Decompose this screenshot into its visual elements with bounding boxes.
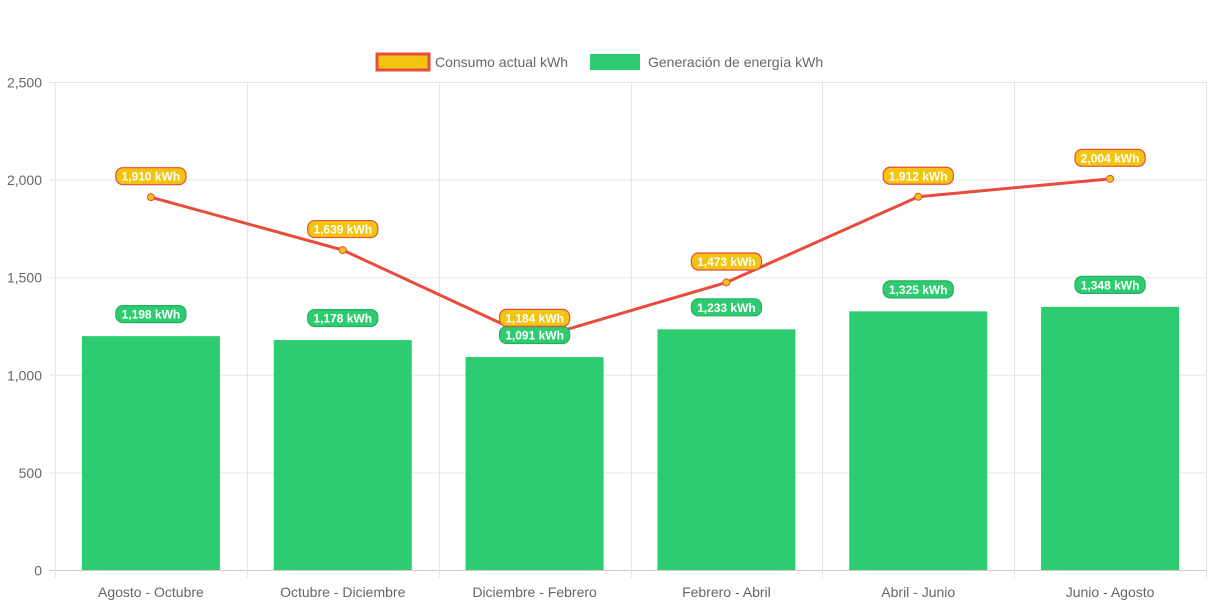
data-label-bg — [882, 166, 954, 185]
x-tick-label: Abril - Junio — [881, 584, 955, 600]
x-tick-label: Octubre - Diciembre — [280, 584, 405, 600]
bar[interactable] — [273, 340, 412, 570]
data-label-bg — [882, 280, 954, 299]
y-tick-label: 1,000 — [7, 367, 42, 383]
series-line — [150, 177, 1111, 341]
bar[interactable] — [81, 336, 220, 570]
data-label-bg — [498, 308, 571, 327]
line-point[interactable] — [146, 193, 155, 202]
data-label: 2,004 kWh — [1081, 151, 1140, 165]
data-label: 1,178 kWh — [313, 312, 372, 326]
x-tick-label: Agosto - Octubre — [98, 584, 204, 600]
data-label-bg — [307, 219, 379, 239]
data-label: 1,325 kWh — [889, 283, 948, 297]
data-label: 1,639 kWh — [313, 223, 372, 237]
legend-item-generacion[interactable]: Generación de energía kWh — [590, 54, 823, 70]
data-label: 1,910 kWh — [122, 170, 181, 184]
data-label: 1,091 kWh — [505, 329, 564, 343]
legend-label-consumo: Consumo actual kWh — [435, 54, 568, 70]
data-label: 1,348 kWh — [1081, 278, 1140, 292]
line-point[interactable] — [722, 278, 731, 287]
x-tick-label: Febrero - Abril — [682, 584, 771, 600]
bar[interactable] — [465, 357, 604, 570]
data-label-bg — [690, 298, 763, 317]
x-tick-label: Junio - Agosto — [1066, 584, 1155, 600]
line-point[interactable] — [1106, 174, 1115, 183]
data-label-bg — [307, 308, 379, 328]
y-tick-label: 2,500 — [7, 75, 42, 91]
data-label: 1,198 kWh — [122, 308, 181, 322]
data-label: 1,184 kWh — [505, 311, 564, 325]
y-tick-label: 2,000 — [7, 172, 42, 188]
y-tick-label: 1,500 — [7, 270, 42, 286]
legend-item-consumo[interactable]: Consumo actual kWh — [375, 52, 568, 72]
line-point[interactable] — [914, 192, 923, 201]
data-label: 1,473 kWh — [697, 255, 756, 269]
data-label-bg — [115, 305, 187, 324]
data-label: 1,233 kWh — [697, 301, 756, 315]
legend: Consumo actual kWh Generación de energía… — [375, 52, 823, 72]
data-label-bg — [690, 252, 763, 271]
line-point[interactable] — [338, 246, 347, 255]
bar[interactable] — [849, 311, 988, 570]
bar[interactable] — [657, 329, 796, 570]
legend-swatch-generacion — [590, 54, 640, 70]
data-label-bg — [1074, 275, 1146, 294]
bar[interactable] — [1041, 306, 1180, 570]
x-tick-label: Diciembre - Febrero — [472, 584, 597, 600]
data-label-bg — [115, 167, 187, 186]
data-label-bg — [1074, 148, 1146, 167]
y-tick-label: 0 — [34, 563, 42, 579]
legend-swatch-consumo — [375, 52, 431, 72]
legend-label-generacion: Generación de energía kWh — [648, 54, 823, 70]
y-tick-label: 500 — [19, 465, 43, 481]
data-label: 1,912 kWh — [889, 169, 948, 183]
